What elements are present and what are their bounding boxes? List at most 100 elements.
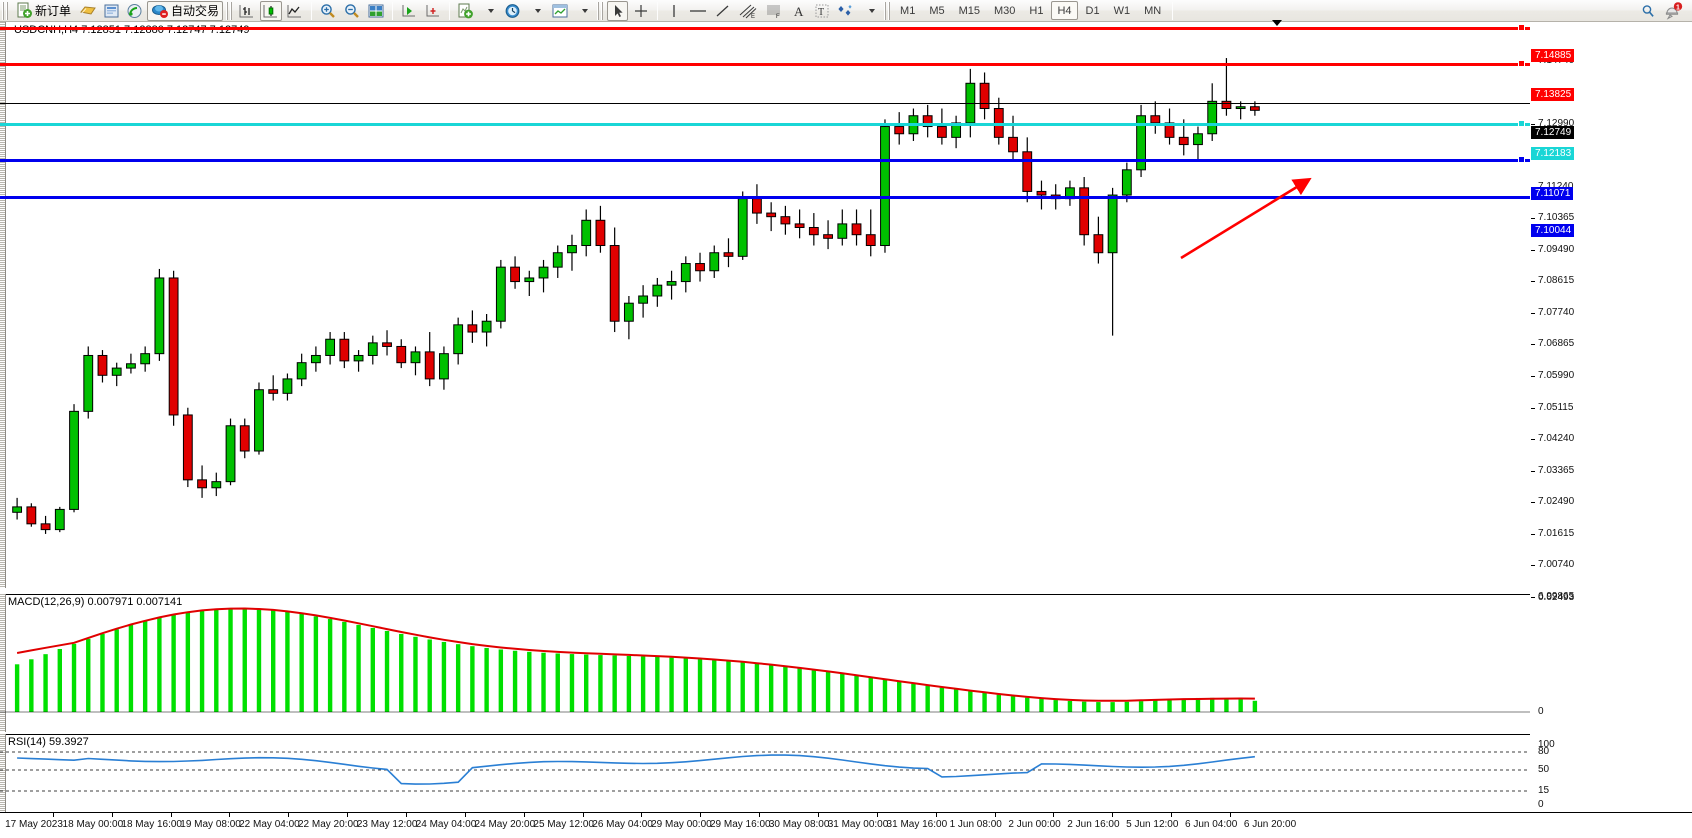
timeframe-m15[interactable]: M15 — [958, 4, 980, 17]
macd-bar — [242, 608, 247, 712]
price-badge-support[interactable]: 7.10044 — [1531, 223, 1575, 237]
candlestick-chart-button[interactable] — [260, 0, 283, 21]
equidistant-channel-tool[interactable]: E — [736, 1, 760, 21]
zoom-in-button[interactable] — [317, 1, 339, 21]
label-tool[interactable]: T — [811, 1, 832, 21]
periods-dropdown[interactable] — [526, 1, 547, 21]
timeframe-m1[interactable]: M1 — [900, 4, 916, 17]
metaeditor-button[interactable] — [124, 1, 145, 21]
support-line-711071[interactable] — [0, 159, 1530, 162]
resistance-line-714885[interactable] — [0, 27, 1530, 30]
crosshair-icon — [635, 4, 648, 17]
price-scale[interactable] — [1530, 22, 1692, 812]
timeframe-w1[interactable]: W1 — [1113, 4, 1131, 17]
time-axis-label: 18 May 16:00 — [121, 819, 183, 830]
macd-bar — [768, 665, 774, 712]
toolbar-grip-1[interactable] — [2, 1, 9, 20]
rsi-panel[interactable]: RSI(14) 59.3927 — [0, 734, 1530, 812]
chart-area[interactable]: USDCNH,H4 7.12851 7.12880 7.12747 7.1274… — [0, 20, 1692, 838]
price-badge-resistance[interactable]: 7.14885 — [1531, 49, 1575, 63]
templates-button[interactable] — [549, 1, 571, 21]
candle — [26, 503, 37, 527]
candle — [723, 238, 734, 268]
price-badge-last-price[interactable]: 7.12749 — [1531, 126, 1575, 140]
resistance-line-713825[interactable] — [0, 63, 1530, 66]
horizontal-line-tool[interactable] — [686, 1, 710, 21]
timeframe-m30[interactable]: M30 — [994, 4, 1016, 17]
periods-button[interactable] — [502, 1, 524, 21]
candle — [325, 332, 336, 365]
timeframe-m5[interactable]: M5 — [929, 4, 945, 17]
indicators-dropdown[interactable] — [479, 1, 500, 21]
zoom-out-button[interactable] — [341, 1, 363, 21]
candle — [851, 209, 862, 246]
shapes-dropdown[interactable] — [860, 1, 881, 21]
timeframe-h1[interactable]: H1 — [1029, 4, 1044, 17]
bar-chart-button[interactable] — [236, 1, 258, 21]
support-handle-711071[interactable] — [1518, 156, 1525, 163]
price-badge-level[interactable]: 7.12183 — [1531, 146, 1575, 160]
candle — [339, 332, 350, 369]
toolbar-grip-2[interactable] — [226, 1, 234, 20]
toolbar-grip-3[interactable] — [597, 1, 605, 20]
svg-text:F: F — [776, 14, 780, 19]
macd-bar — [640, 656, 646, 712]
cyan-level-line-712183[interactable] — [0, 123, 1530, 126]
resistance-handle-713825[interactable] — [1518, 60, 1525, 67]
candlestick-icon — [263, 4, 278, 17]
toolbar-grip-4[interactable] — [884, 1, 892, 20]
expert-advisors-button[interactable] — [77, 1, 99, 21]
macd-bar — [1153, 700, 1158, 712]
candle — [467, 310, 478, 343]
macd-bar — [1252, 700, 1258, 712]
bullish-arrow-annotation[interactable] — [1175, 162, 1325, 282]
templates-dropdown[interactable] — [573, 1, 594, 21]
chart-shift-button[interactable] — [422, 1, 444, 21]
cursor-tool[interactable] — [607, 0, 629, 21]
line-chart-button[interactable] — [284, 1, 306, 21]
price-panel-grip[interactable] — [0, 22, 6, 588]
market-watch-button[interactable] — [365, 1, 387, 21]
macd-panel-grip[interactable] — [0, 594, 6, 732]
time-axis-label: 24 May 04:00 — [415, 819, 477, 830]
price-chart-panel[interactable]: USDCNH,H4 7.12851 7.12880 7.12747 7.1274… — [0, 20, 1530, 588]
candle — [396, 339, 407, 369]
candle — [453, 317, 464, 365]
support-line-710044[interactable] — [0, 196, 1530, 199]
crosshair-tool[interactable] — [630, 1, 652, 21]
shapes-tool[interactable] — [834, 1, 858, 21]
text-tool[interactable]: A — [788, 1, 809, 21]
toolbar-right-group: 1 — [1636, 1, 1692, 21]
time-tick — [288, 813, 290, 817]
candle — [211, 472, 222, 497]
macd-bar — [313, 616, 319, 712]
timeframe-mn[interactable]: MN — [1144, 4, 1162, 17]
timeframe-d1[interactable]: D1 — [1085, 4, 1100, 17]
time-axis[interactable]: 17 May 2023 18 May 00:00 18 May 16:00 19 Ma… — [0, 812, 1692, 838]
trendline-tool[interactable] — [712, 1, 734, 21]
timeframe-h4[interactable]: H4 — [1051, 1, 1078, 20]
vertical-line-tool[interactable] — [663, 1, 684, 21]
macd-bar — [114, 629, 119, 712]
rsi-panel-grip[interactable] — [0, 734, 6, 812]
time-tick — [759, 813, 761, 817]
macd-bar — [100, 633, 105, 712]
autotrading-button[interactable]: 自动交易 — [147, 0, 224, 21]
macd-bar — [854, 675, 859, 712]
search-button[interactable] — [1637, 1, 1659, 21]
alerts-badge-count: 1 — [1676, 4, 1680, 11]
price-badge-support[interactable]: 7.11071 — [1531, 186, 1574, 200]
alerts-button[interactable]: 1 — [1661, 1, 1685, 21]
resistance-handle-714885[interactable] — [1518, 24, 1525, 31]
indicators-button[interactable] — [455, 1, 477, 21]
time-axis-label: 22 May 20:00 — [297, 819, 359, 830]
fibonacci-tool[interactable]: F — [762, 1, 786, 21]
new-order-button[interactable]: 新订单 — [12, 1, 75, 21]
price-tick — [1531, 533, 1535, 535]
candle — [922, 104, 933, 138]
cyan-level-handle-712183[interactable] — [1518, 120, 1525, 127]
macd-panel[interactable]: MACD(12,26,9) 0.007971 0.007141 — [0, 594, 1530, 732]
auto-scroll-button[interactable] — [398, 1, 420, 21]
price-badge-resistance[interactable]: 7.13825 — [1531, 87, 1575, 101]
data-window-button[interactable] — [101, 1, 122, 21]
